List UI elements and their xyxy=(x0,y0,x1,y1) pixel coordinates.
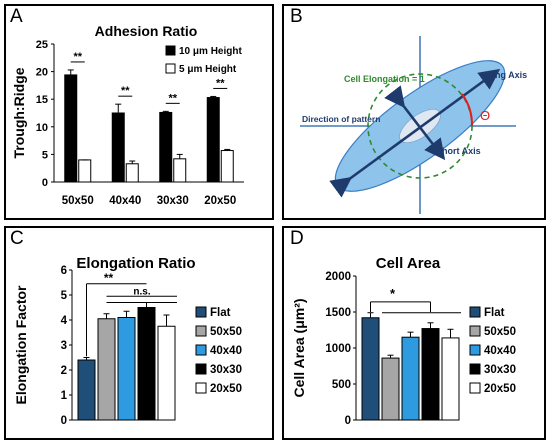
legend-swatch xyxy=(195,344,207,356)
y-axis-label: Cell Area (μm²) xyxy=(291,298,307,397)
significance-mark: ** xyxy=(216,77,225,89)
y-tick-label: 2 xyxy=(61,365,67,377)
chart-title: Cell Area xyxy=(376,255,441,272)
panel-label-b: B xyxy=(290,6,303,27)
x-tick-label: 30x30 xyxy=(157,195,189,207)
adhesion-ratio-chart: Adhesion Ratio Trough:Ridge 0 5 10 15 20 25 50x5… xyxy=(11,23,244,207)
chart-title: Adhesion Ratio xyxy=(95,23,198,39)
direction-of-pattern-label: Direction of pattern xyxy=(302,114,380,124)
y-tick-label: 25 xyxy=(36,39,48,51)
significance-mark: ** xyxy=(168,92,177,104)
y-tick-label: 0 xyxy=(42,177,48,189)
y-tick-label: 0 xyxy=(345,415,351,427)
y-tick-label: 5 xyxy=(42,149,48,161)
legend-label: 40x40 xyxy=(210,345,242,357)
panel-a: Adhesion Ratio Trough:Ridge 0 5 10 15 20 25 50x5… xyxy=(4,4,274,220)
short-axis-arrow xyxy=(384,85,446,161)
legend-label: 30x30 xyxy=(484,364,516,376)
bar xyxy=(421,328,440,421)
panel-label-a: A xyxy=(10,6,23,27)
y-tick-label: 500 xyxy=(332,379,351,391)
y-tick-label: 15 xyxy=(36,94,48,106)
legend-label: 30x30 xyxy=(210,364,242,376)
significance-mark: * xyxy=(390,286,396,301)
bar xyxy=(97,318,116,421)
x-tick-label: 50x50 xyxy=(62,195,94,207)
legend-swatch xyxy=(469,325,481,337)
bar xyxy=(361,317,380,421)
chart-title: Elongation Ratio xyxy=(76,255,195,272)
bar xyxy=(220,150,234,183)
y-axis-label: Elongation Factor xyxy=(13,285,29,405)
panel-label-d: D xyxy=(290,228,304,249)
legend-swatch xyxy=(195,306,207,318)
y-tick-label: 10 xyxy=(36,122,48,134)
panel-c: Elongation Ratio Elongation Factor 0 1 2 3 4 5 6… xyxy=(4,226,274,440)
y-tick-label: 20 xyxy=(36,67,48,79)
y-tick-label: 1 xyxy=(61,390,68,402)
short-axis-label: Short Axis xyxy=(436,146,481,156)
angle-arc xyxy=(461,93,474,127)
legend-label: 10 μm Height xyxy=(179,46,242,57)
bar xyxy=(157,325,176,421)
bar xyxy=(64,74,78,183)
bar xyxy=(137,307,156,421)
bar xyxy=(401,336,420,421)
significance-mark: ** xyxy=(73,51,82,63)
bar xyxy=(173,158,187,183)
long-axis-label: Long Axis xyxy=(484,70,527,80)
significance-mark: ** xyxy=(121,85,130,97)
cell-elongation-label: Cell Elongation = 1 xyxy=(344,74,425,84)
y-tick-label: 3 xyxy=(61,340,67,352)
bar xyxy=(111,112,125,183)
bar xyxy=(78,159,92,183)
y-tick-label: 4 xyxy=(61,315,68,327)
angle-symbol: Θ xyxy=(480,108,490,123)
panel-b: Θ Cell Elongation = 1 Long Axis Directio… xyxy=(282,4,546,220)
bar xyxy=(206,97,220,183)
y-tick-label: 2000 xyxy=(325,271,351,283)
legend-swatch xyxy=(165,63,176,74)
legend-swatch xyxy=(469,344,481,356)
y-tick-label: 0 xyxy=(61,415,67,427)
legend-label: 20x50 xyxy=(484,383,516,395)
bar xyxy=(381,357,400,421)
legend-swatch xyxy=(469,382,481,394)
legend-swatch xyxy=(195,382,207,394)
legend-label: Flat xyxy=(484,307,505,319)
panel-d: Cell Area Cell Area (μm²) 0 500 1000 1500 2000… xyxy=(282,226,546,440)
bar xyxy=(159,111,173,183)
legend-label: 50x50 xyxy=(484,326,516,338)
x-tick-label: 20x50 xyxy=(204,195,236,207)
legend-label: 40x40 xyxy=(484,345,516,357)
elongation-ratio-chart: Elongation Ratio Elongation Factor 0 1 2 3 4 5 6… xyxy=(13,255,242,427)
bar xyxy=(77,359,96,421)
cell-area-chart: Cell Area Cell Area (μm²) 0 500 1000 1500 2000… xyxy=(291,255,516,427)
legend-swatch xyxy=(469,363,481,375)
panel-label-c: C xyxy=(10,228,24,249)
legend-label: Flat xyxy=(210,307,231,319)
legend-swatch xyxy=(195,325,207,337)
y-tick-label: 6 xyxy=(61,265,67,277)
legend-label: 50x50 xyxy=(210,326,242,338)
y-tick-label: 1500 xyxy=(325,307,351,319)
legend-label: 5 μm Height xyxy=(179,64,237,75)
cell-elongation-diagram: Θ Cell Elongation = 1 Long Axis Directio… xyxy=(300,36,527,214)
bar xyxy=(125,163,139,183)
significance-mark: ** xyxy=(104,271,114,285)
bar xyxy=(441,337,460,421)
y-tick-label: 5 xyxy=(61,290,68,302)
legend-swatch xyxy=(469,306,481,318)
legend-label: 20x50 xyxy=(210,383,242,395)
legend-swatch xyxy=(165,45,176,56)
bar xyxy=(117,317,136,421)
y-axis-label: Trough:Ridge xyxy=(11,67,27,158)
x-tick-label: 40x40 xyxy=(109,195,141,207)
significance-mark: n.s. xyxy=(133,286,150,297)
legend-swatch xyxy=(195,363,207,375)
y-tick-label: 1000 xyxy=(325,343,351,355)
